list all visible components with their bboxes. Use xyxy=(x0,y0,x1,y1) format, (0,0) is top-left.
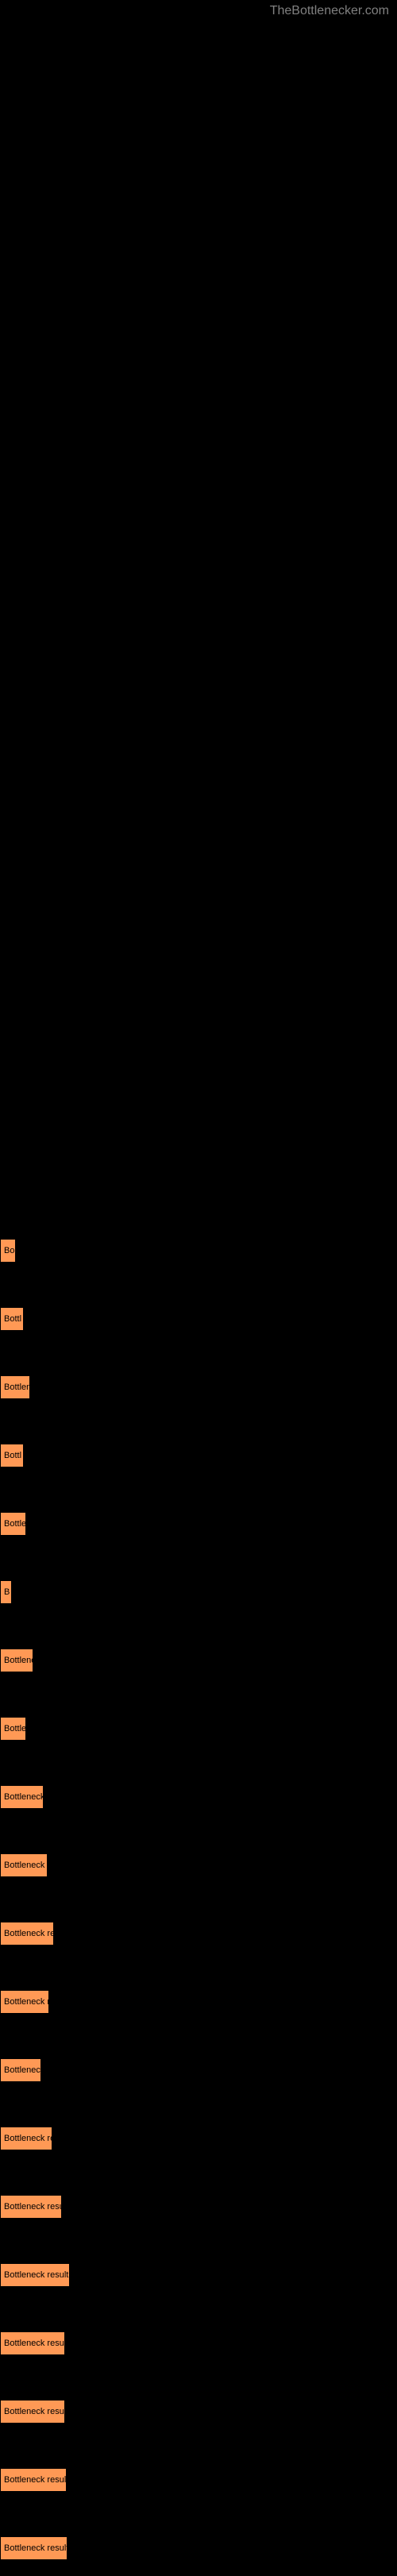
bar-label: Bottleneck result xyxy=(4,2475,67,2485)
bar: Bottleneck result xyxy=(0,2195,62,2219)
bar-label: Bottleneck result xyxy=(4,2202,62,2212)
bar-chart: Bo Bottl Bottlene Bottl Bottle B Bottlene Bottl… xyxy=(0,1223,397,2541)
bar-row: Bo xyxy=(0,1223,397,1278)
bar-label: Bottle xyxy=(4,1519,26,1529)
bar-row: Bottleneck result xyxy=(0,2247,397,2303)
bar-label: Bottleneck res xyxy=(4,1997,49,2007)
bar: Bottleneck resul xyxy=(0,1922,54,1945)
bar-row: Bottleneck result xyxy=(0,2452,397,2508)
bar: Bottleneck result xyxy=(0,2400,65,2424)
watermark-text: TheBottlenecker.com xyxy=(270,4,389,18)
bar: B xyxy=(0,1580,12,1604)
bar-label: Bottleneck r xyxy=(4,2065,41,2075)
bar-row: Bottleneck result xyxy=(0,2384,397,2439)
bar: Bottleneck result xyxy=(0,2263,70,2287)
bar: Bottleneck r xyxy=(0,2058,41,2082)
bar-label: B xyxy=(4,1587,10,1597)
bar: Bo xyxy=(0,1239,16,1263)
bar: Bottl xyxy=(0,1444,24,1467)
bar-label: Bottlene xyxy=(4,1656,33,1665)
bar-label: Bottleneck res xyxy=(4,1861,48,1870)
bar: Bottlene xyxy=(0,1375,30,1399)
bar-label: Bottl xyxy=(4,1314,21,1324)
bar-row: Bottleneck res xyxy=(0,1838,397,1893)
bar-label: Bottl xyxy=(4,1451,21,1460)
bar-row: Bottleneck r xyxy=(0,2042,397,2098)
bar-label: Bottleneck result xyxy=(4,2339,65,2348)
bar-row: Bottle xyxy=(0,1496,397,1552)
bar-label: Bottleneck resul xyxy=(4,1929,54,1938)
bar-row: Bottle xyxy=(0,1701,397,1757)
bar-label: Bo xyxy=(4,1246,14,1255)
bar: Bottleneck result xyxy=(0,2331,65,2355)
bar-row: Bottlene xyxy=(0,1359,397,1415)
bar: Bottleneck result xyxy=(0,2468,67,2492)
bar: Bottle xyxy=(0,1717,26,1741)
bar-row: Bottleneck result xyxy=(0,2520,397,2576)
bar-row: Bottleneck res xyxy=(0,1974,397,2030)
bar-label: Bottleneck result xyxy=(4,2543,67,2553)
bar-row: B xyxy=(0,1564,397,1620)
bar-label: Bottlene xyxy=(4,1382,30,1392)
bar-row: Bottleneck result xyxy=(0,2179,397,2235)
bar-row: Bottleneck result xyxy=(0,2316,397,2371)
bar-row: Bottleneck resul xyxy=(0,1906,397,1961)
bar: Bottleneck res xyxy=(0,1853,48,1877)
bar-row: Bottl xyxy=(0,1291,397,1347)
bar: Bottle xyxy=(0,1512,26,1536)
bar-row: Bottleneck re xyxy=(0,1769,397,1825)
bar: Bottleneck resu xyxy=(0,2127,52,2150)
bar: Bottleneck result xyxy=(0,2536,67,2560)
bar: Bottleneck re xyxy=(0,1785,44,1809)
bar-label: Bottle xyxy=(4,1724,26,1733)
bar-row: Bottleneck resu xyxy=(0,2111,397,2166)
bar: Bottlene xyxy=(0,1649,33,1672)
bar-label: Bottleneck result xyxy=(4,2407,65,2416)
bar-label: Bottleneck re xyxy=(4,1792,44,1802)
bar: Bottl xyxy=(0,1307,24,1331)
bar-label: Bottleneck resu xyxy=(4,2134,52,2143)
bar-row: Bottlene xyxy=(0,1633,397,1688)
bar: Bottleneck res xyxy=(0,1990,49,2014)
bar-label: Bottleneck result xyxy=(4,2270,68,2280)
bar-row: Bottl xyxy=(0,1428,397,1483)
